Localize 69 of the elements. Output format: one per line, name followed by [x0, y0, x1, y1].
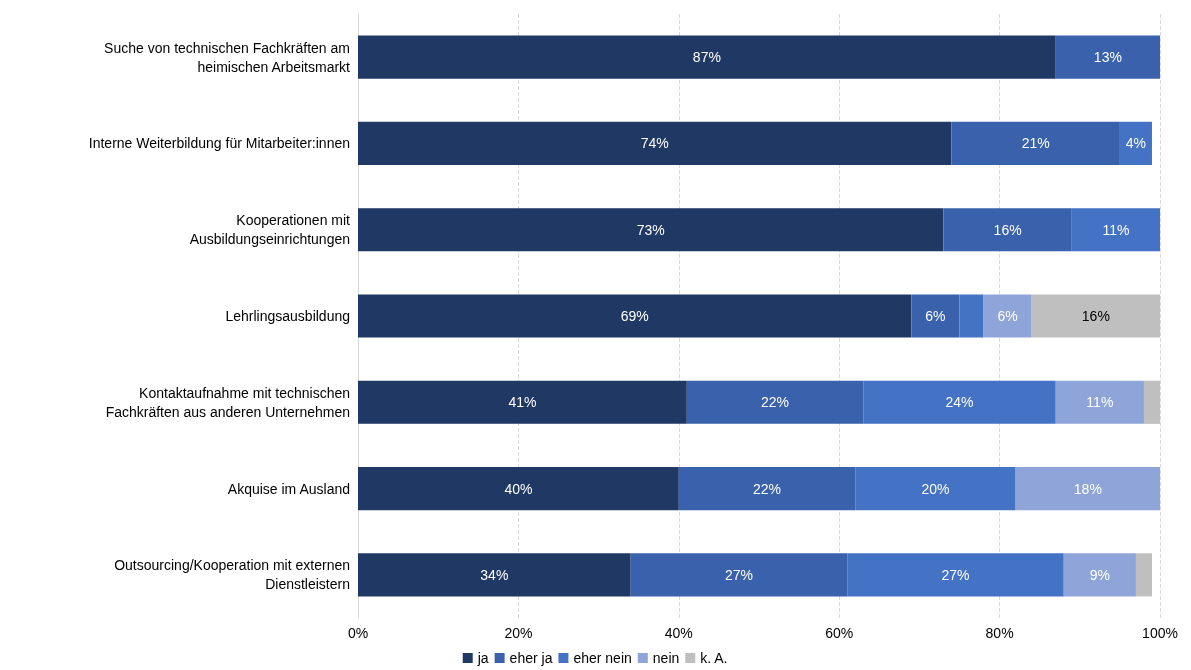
data-label: 4%	[1125, 135, 1147, 152]
bar	[863, 380, 1056, 424]
y-tick-label: Kooperationen mit Ausbildungseinrichtungen	[189, 212, 351, 248]
x-tick-label: 80%	[985, 625, 1014, 641]
y-tick-label: Lehrlingsausbildung	[225, 308, 350, 324]
data-label: 11%	[1102, 221, 1130, 238]
data-label: 13%	[1093, 49, 1122, 66]
bar	[358, 294, 912, 338]
data-label: 69%	[620, 308, 649, 324]
data-label: 16%	[1081, 308, 1110, 324]
x-tick-label: 100%	[1142, 625, 1178, 641]
bar	[959, 294, 984, 338]
y-tick-label: Interne Weiterbildung für Mitarbeiter:innen	[88, 135, 350, 152]
data-label: 41%	[508, 394, 537, 411]
data-label: 6%	[925, 308, 946, 324]
bar	[1055, 380, 1144, 424]
data-label: 40%	[504, 480, 533, 497]
bar	[1143, 380, 1160, 424]
bar	[911, 294, 960, 338]
data-label: 27%	[941, 566, 970, 583]
bar	[358, 208, 944, 252]
bar	[943, 208, 1072, 252]
bar	[847, 553, 1064, 597]
data-label: 18%	[1073, 480, 1102, 497]
bar	[951, 121, 1120, 165]
y-tick-label: Akquise im Ausland	[227, 480, 350, 497]
data-label: 16%	[993, 221, 1022, 238]
data-label: 27%	[724, 566, 753, 583]
x-tick-label: 40%	[664, 625, 693, 641]
bar	[686, 380, 864, 424]
y-tick-label: Suche von technischen Fachkräften am heimischen Arbeitsmarkt	[104, 39, 351, 75]
bar	[855, 467, 1016, 511]
legend-label: ja	[476, 650, 489, 666]
y-tick-label: Kontaktaufnahme mit technischen Fachkräften aus anderen Unternehmen	[105, 384, 350, 420]
bar	[1119, 121, 1152, 165]
bar	[630, 553, 848, 597]
data-label: 9%	[1089, 566, 1110, 583]
bar	[983, 294, 1032, 338]
bar	[358, 553, 631, 597]
bar	[1031, 294, 1160, 338]
data-label: 73%	[636, 221, 665, 238]
data-label: 24%	[945, 394, 974, 411]
bar	[1015, 467, 1160, 511]
legend-label: eher ja	[509, 650, 553, 666]
bar	[358, 121, 952, 165]
bar	[678, 467, 856, 511]
data-label: 74%	[640, 135, 669, 152]
legend-label: k. A.	[700, 650, 728, 666]
bar	[358, 380, 687, 424]
bar	[358, 467, 679, 511]
legend-label: eher nein	[573, 650, 632, 666]
x-tick-label: 20%	[504, 625, 533, 641]
bar	[1071, 208, 1160, 252]
bar	[358, 35, 1056, 79]
legend-label: nein	[652, 650, 680, 666]
data-label: 21%	[1021, 135, 1050, 152]
x-tick-label: 0%	[347, 625, 369, 641]
data-label: 22%	[761, 394, 790, 411]
data-label: 87%	[692, 49, 721, 66]
bar	[1055, 35, 1160, 79]
data-label: 34%	[480, 566, 509, 583]
x-tick-label: 60%	[825, 625, 854, 641]
bar	[1063, 553, 1136, 597]
bar	[1135, 553, 1152, 597]
data-label: 20%	[921, 480, 950, 497]
data-label: 11%	[1086, 394, 1114, 411]
data-label: 6%	[997, 308, 1018, 324]
y-tick-label: Outsourcing/Kooperation mit externen Dienstleistern	[114, 557, 350, 593]
data-label: 22%	[753, 480, 782, 497]
